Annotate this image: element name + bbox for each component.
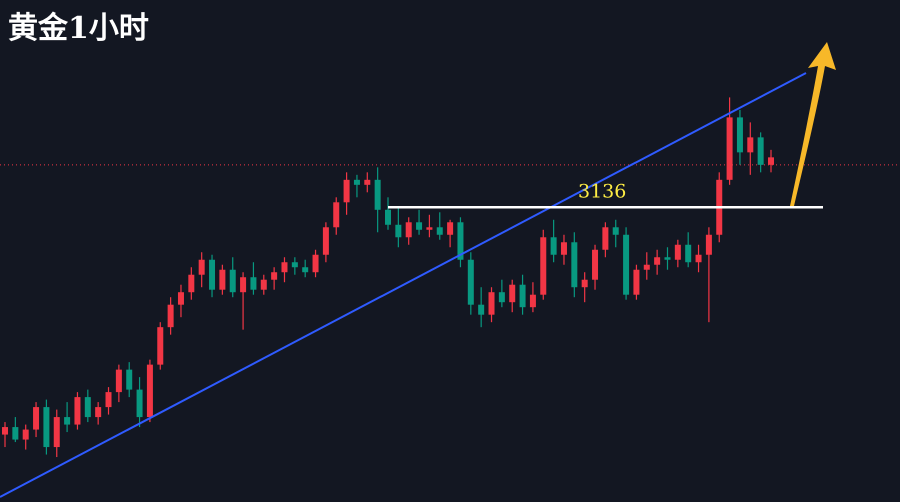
candle-body: [374, 179, 381, 210]
candle-body: [685, 244, 692, 263]
candle-body: [136, 389, 143, 418]
candle-body: [592, 249, 599, 280]
candle-body: [529, 294, 536, 308]
candle-body: [478, 304, 485, 315]
level-label: 3136: [578, 180, 626, 202]
candle-body: [654, 257, 661, 265]
candle-body: [157, 327, 164, 365]
candle-body: [167, 304, 174, 328]
candle-body: [498, 292, 505, 303]
candle-body: [53, 417, 60, 448]
candle-body: [509, 284, 516, 303]
candle-body: [560, 242, 567, 255]
candle-body: [84, 397, 91, 418]
chart-title: 黄金1小时: [8, 11, 149, 46]
candle-body: [457, 222, 464, 260]
candle-body: [519, 284, 526, 308]
candle-body: [250, 277, 257, 290]
candle-body: [43, 407, 50, 448]
candle-body: [219, 269, 226, 290]
candle-body: [747, 137, 754, 153]
candle-layer: [2, 97, 774, 458]
candle-body: [602, 227, 609, 250]
candle-body: [95, 407, 102, 418]
candle-body: [188, 274, 195, 293]
level-layer: 3136: [388, 180, 823, 209]
candle-body: [64, 417, 71, 425]
candle-body: [571, 242, 578, 288]
candle-body: [353, 179, 360, 185]
candle-body: [115, 369, 122, 393]
candle-body: [540, 237, 547, 295]
candle-body: [33, 407, 40, 430]
candle-body: [291, 262, 298, 268]
candle-body: [364, 179, 371, 185]
candle-body: [426, 227, 433, 230]
candle-body: [333, 202, 340, 228]
trend-line: [0, 72, 807, 498]
candle-body: [12, 427, 19, 440]
candle-body: [343, 179, 350, 203]
candle-body: [22, 429, 29, 440]
candle-body: [705, 234, 712, 255]
candle-body: [281, 262, 288, 273]
candle-body: [623, 234, 630, 295]
candle-body: [229, 269, 236, 293]
candle-body: [643, 264, 650, 270]
candle-body: [312, 254, 319, 273]
candle-body: [74, 397, 81, 425]
candle-body: [322, 227, 329, 255]
candle-body: [674, 244, 681, 260]
candle-body: [695, 254, 702, 263]
candle-body: [209, 259, 216, 290]
candle-body: [2, 427, 8, 435]
candle-body: [768, 157, 774, 165]
candle-body: [260, 279, 267, 290]
candle-body: [447, 222, 454, 235]
candle-body: [436, 227, 443, 235]
candle-body: [271, 272, 278, 280]
candle-body: [405, 222, 412, 238]
candle-body: [416, 222, 423, 230]
candle-body: [126, 369, 133, 390]
candle-body: [177, 292, 184, 305]
candle-body: [467, 259, 474, 305]
arrow: [790, 42, 836, 206]
candle-body: [664, 257, 671, 260]
candle-body: [146, 364, 153, 418]
candle-body: [757, 137, 764, 165]
candle-body: [385, 209, 391, 225]
candle-body: [736, 117, 743, 153]
candle-body: [550, 237, 557, 255]
candle-body: [302, 267, 309, 273]
candle-body: [726, 117, 733, 180]
candle-body: [488, 292, 495, 315]
candle-body: [633, 269, 640, 295]
candle-body: [581, 279, 588, 288]
candle-body: [395, 224, 402, 238]
candle-body: [198, 259, 205, 275]
candle-body: [105, 392, 112, 408]
candle-body: [612, 227, 619, 235]
candle-body: [240, 277, 247, 293]
